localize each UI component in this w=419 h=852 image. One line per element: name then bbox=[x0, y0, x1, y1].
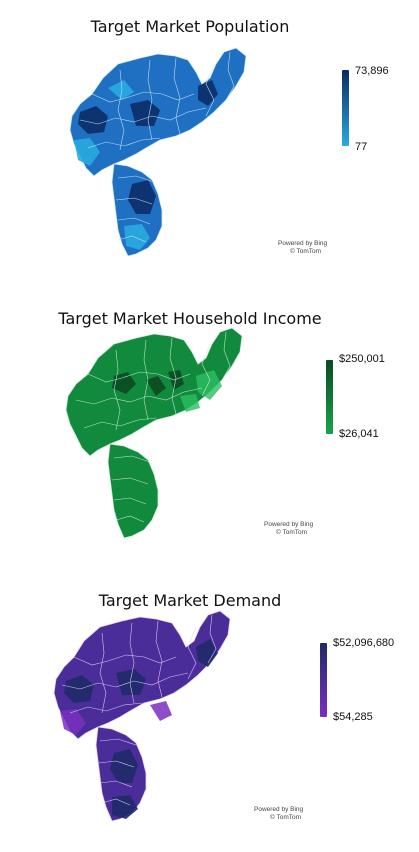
map-region-dark-a bbox=[78, 106, 108, 134]
population-legend-gradient bbox=[342, 70, 349, 146]
map-region-dark-d bbox=[110, 749, 138, 783]
map-region-light-a bbox=[196, 370, 222, 400]
income-legend-min: $26,041 bbox=[339, 428, 379, 440]
map-region-light-b bbox=[180, 394, 200, 412]
demand-attribution-tomtom: © TomTom bbox=[270, 814, 302, 821]
map-region-light-c bbox=[108, 80, 134, 100]
income-legend-gradient bbox=[326, 360, 333, 434]
map-region-dark-c bbox=[168, 370, 184, 390]
demand-legend-min: $54,285 bbox=[333, 711, 373, 723]
map-region-dark-a bbox=[112, 372, 136, 394]
map-region-dark-b bbox=[130, 100, 160, 126]
map-region-south[interactable] bbox=[107, 443, 159, 539]
population-map-panel: Target Market Population bbox=[0, 0, 419, 275]
map-region-dark-c bbox=[196, 639, 218, 667]
demand-map-title: Target Market Demand bbox=[98, 591, 282, 610]
map-region-dark-e bbox=[112, 795, 138, 819]
income-legend-max: $250,001 bbox=[339, 353, 385, 365]
demand-legend-gradient bbox=[320, 643, 327, 717]
map-region-dark-c bbox=[198, 80, 218, 106]
demand-attribution-bing: Powered by Bing bbox=[254, 806, 304, 813]
map-region-light-b bbox=[124, 224, 150, 250]
population-attribution-bing: Powered by Bing bbox=[278, 240, 328, 247]
population-legend-max: 73,896 bbox=[355, 65, 389, 77]
map-region-dark-b bbox=[146, 376, 166, 396]
map-region-light-a bbox=[60, 709, 86, 735]
income-map-panel: Target Market Household Income bbox=[0, 292, 419, 567]
map-region-light-a bbox=[74, 138, 100, 166]
demand-map-panel: Target Market Demand bbox=[0, 577, 419, 852]
demand-choropleth-map[interactable] bbox=[0, 577, 419, 852]
income-choropleth-map[interactable] bbox=[0, 292, 419, 567]
income-attribution-bing: Powered by Bing bbox=[264, 521, 314, 528]
population-attribution-tomtom: © TomTom bbox=[290, 248, 322, 255]
map-region-dark-d bbox=[128, 180, 156, 214]
population-map-title: Target Market Population bbox=[90, 17, 290, 36]
population-legend-min: 77 bbox=[355, 141, 368, 153]
demand-legend-max: $52,096,680 bbox=[333, 637, 395, 649]
income-map-title: Target Market Household Income bbox=[58, 309, 322, 328]
population-choropleth-map[interactable] bbox=[0, 0, 419, 275]
income-attribution-tomtom: © TomTom bbox=[276, 529, 308, 536]
map-region-light-b bbox=[150, 701, 172, 721]
